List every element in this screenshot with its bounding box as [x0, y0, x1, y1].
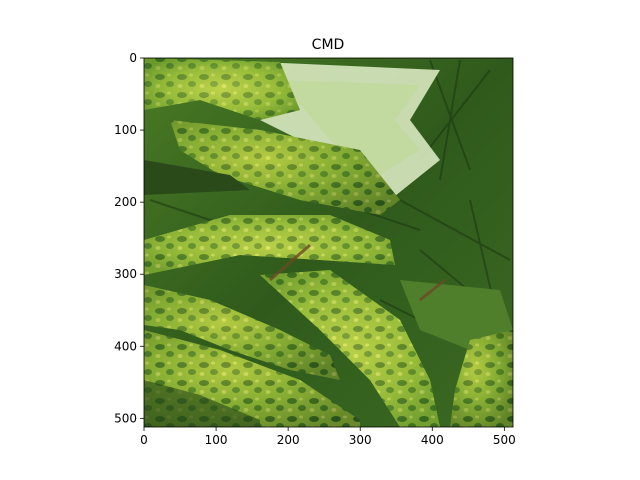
x-axis: 0 100 200 300 400 500	[140, 427, 516, 447]
axes-frame	[143, 57, 514, 428]
x-tick-label: 400	[421, 433, 444, 447]
x-tick-label: 300	[349, 433, 372, 447]
y-axis: 0 100 200 300 400 500	[114, 51, 144, 425]
chart-title: CMD	[312, 37, 345, 53]
x-tick-label: 0	[140, 433, 148, 447]
y-tick-label: 500	[114, 411, 137, 425]
x-tick-label: 200	[277, 433, 300, 447]
x-tick-label: 500	[493, 433, 516, 447]
y-tick-label: 100	[114, 123, 137, 137]
x-tick-label: 100	[205, 433, 228, 447]
y-tick-label: 400	[114, 339, 137, 353]
y-tick-label: 200	[114, 195, 137, 209]
plot-image	[144, 58, 513, 427]
y-tick-label: 0	[129, 51, 137, 65]
y-tick-label: 300	[114, 267, 137, 281]
